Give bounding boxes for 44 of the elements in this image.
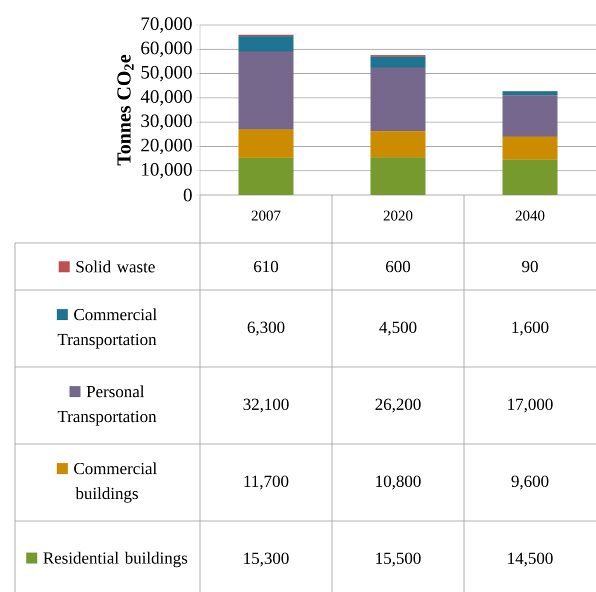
y-tick-label: 40,000	[140, 90, 192, 106]
y-tick-label: 30,000	[141, 114, 192, 130]
data-label: 6,300	[248, 322, 284, 336]
bar	[502, 136, 558, 160]
bar	[370, 56, 426, 68]
bar	[370, 157, 426, 196]
y-tick-label: 0	[184, 188, 192, 202]
data-label: 32,100	[244, 398, 289, 412]
bar	[238, 158, 294, 196]
data-label: 11,700	[244, 476, 288, 490]
bar	[238, 129, 294, 158]
legend-label: Commercial Transportation	[58, 308, 157, 349]
y-tick-label: 50,000	[142, 66, 192, 82]
data-label: 610	[254, 260, 278, 272]
x-tick-label: 2040	[516, 210, 544, 221]
legend-label: Residential buildings	[43, 552, 188, 568]
data-label: 1,600	[512, 322, 548, 336]
legend-label: Personal Transportation	[58, 385, 156, 426]
y-tick-label: 60,000	[141, 42, 192, 58]
y-tick-label: 10,000	[142, 162, 192, 178]
data-label: 14,500	[508, 552, 553, 566]
bar	[238, 36, 294, 52]
text: Tonnes CO$_{2}$e	[117, 54, 134, 166]
bar	[502, 95, 558, 136]
data-label: 9,600	[512, 476, 548, 490]
legend-label: Commercial buildings	[74, 462, 157, 503]
data-label: 26,200	[375, 398, 421, 412]
y-tick-label: 20,000	[141, 138, 192, 154]
data-label: 15,300	[244, 552, 289, 566]
bar	[502, 160, 558, 196]
data-label: 17,000	[508, 398, 553, 412]
x-tick-label: 2020	[384, 210, 412, 221]
bar	[502, 91, 558, 96]
legend-label: Solid waste	[76, 260, 155, 272]
data-label: 600	[386, 260, 410, 272]
y-tick-label: 70,000	[142, 17, 192, 33]
bar	[238, 51, 294, 130]
bar	[370, 68, 426, 132]
data-label: 15,500	[376, 552, 421, 566]
data-label: 90	[522, 260, 538, 272]
data-label: 10,800	[376, 476, 421, 490]
bar	[370, 131, 426, 158]
x-tick-label: 2007	[252, 210, 281, 221]
data-label: 4,500	[379, 322, 416, 336]
